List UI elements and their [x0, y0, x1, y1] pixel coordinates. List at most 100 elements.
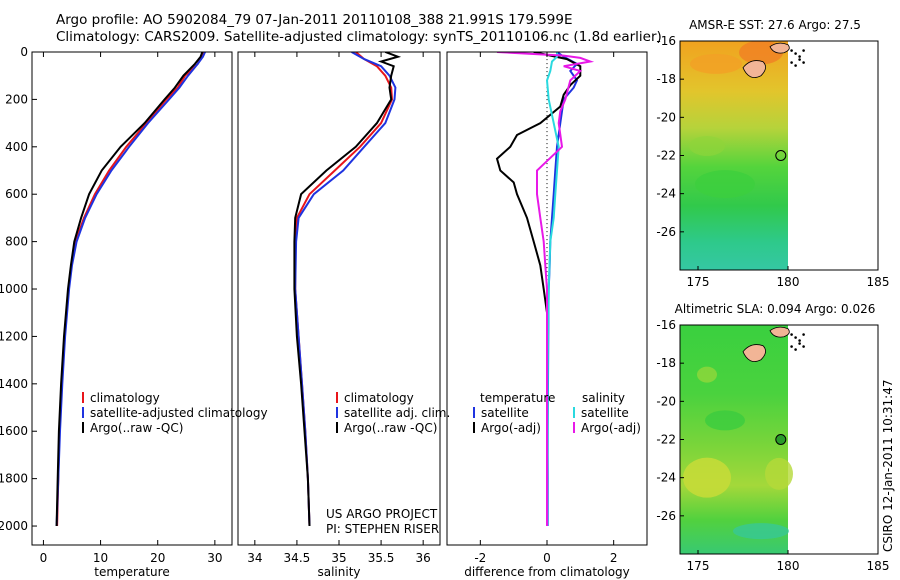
y-tick-label: 1600 — [0, 424, 28, 438]
y-tick-label: 600 — [5, 187, 28, 201]
land-islet — [794, 336, 797, 339]
series-line-2-2 — [545, 52, 560, 526]
profile-title: Argo profile: AO 5902084_79 07-Jan-2011 … — [56, 12, 573, 28]
project-annotation: US ARGO PROJECT — [326, 507, 438, 521]
land-islet — [802, 345, 805, 348]
field-patch — [695, 170, 755, 199]
legend-argo-label: Argo(..raw -QC) — [344, 421, 437, 435]
y-tick-label: 400 — [5, 140, 28, 154]
land-islet — [802, 333, 805, 336]
map-y-tick-label: -24 — [656, 471, 676, 485]
land-islet — [794, 64, 797, 67]
legend-sal-argo-label: Argo(-adj) — [581, 421, 641, 435]
legend-temp-argo-label: Argo(-adj) — [481, 421, 541, 435]
y-tick-label: 0 — [20, 45, 28, 59]
legend-satellite-adj-label: satellite adj. clim. — [344, 406, 450, 420]
field-patch — [765, 457, 793, 490]
land-islet — [802, 49, 805, 52]
argo-position-marker — [775, 434, 787, 445]
map-y-tick-label: -20 — [656, 394, 676, 408]
series-line-0-2 — [55, 52, 204, 527]
map-y-tick-label: -18 — [656, 356, 676, 370]
map-x-tick-label: 185 — [867, 275, 890, 289]
map-y-tick-label: -26 — [656, 509, 676, 523]
x-tick-label: 0 — [40, 551, 48, 565]
axes-frame-1 — [237, 51, 441, 546]
field-patch — [733, 523, 789, 540]
legend-argo-label: Argo(..raw -QC) — [90, 421, 183, 435]
land-island-north — [769, 42, 790, 54]
x-axis-label: difference from climatology — [464, 565, 630, 579]
field-1 — [680, 325, 788, 554]
climatology-subtitle: Climatology: CARS2009. Satellite-adjuste… — [56, 29, 662, 45]
pi-annotation: PI: STEPHEN RISER — [326, 522, 439, 536]
land-islet — [790, 61, 793, 64]
field-patch — [690, 53, 742, 74]
map-x-tick-label: 175 — [687, 275, 710, 289]
map-x-tick-label: 180 — [777, 275, 800, 289]
x-tick-label: 20 — [150, 551, 165, 565]
map-x-tick-label: 185 — [867, 559, 890, 573]
x-axis-label: temperature — [94, 565, 169, 579]
series-line-0-1 — [55, 52, 207, 527]
x-tick-label: 35 — [331, 551, 346, 565]
series-line-0-0 — [56, 52, 205, 527]
x-tick-label: 10 — [93, 551, 108, 565]
land-islet — [798, 342, 801, 345]
land-islet — [790, 49, 793, 52]
x-tick-label: -2 — [474, 551, 486, 565]
land-islet — [798, 339, 801, 342]
argo-position-marker — [775, 150, 787, 161]
x-tick-label: 0 — [543, 551, 551, 565]
field-0 — [680, 41, 788, 270]
map-y-tick-label: -16 — [656, 318, 676, 332]
land-island-main — [742, 344, 766, 362]
map-y-tick-label: -26 — [656, 225, 676, 239]
y-tick-label: 1200 — [0, 329, 28, 343]
y-tick-label: 2000 — [0, 519, 28, 533]
map-y-tick-label: -22 — [656, 149, 676, 163]
legend-climatology-label: climatology — [90, 391, 160, 405]
map-y-tick-label: -18 — [656, 72, 676, 86]
land-island-north — [769, 326, 790, 338]
land-islet — [802, 61, 805, 64]
field-patch — [683, 457, 731, 498]
y-tick-label: 800 — [5, 235, 28, 249]
y-tick-label: 1400 — [0, 377, 28, 391]
land-islet — [790, 333, 793, 336]
x-tick-label: 36 — [416, 551, 431, 565]
map-y-tick-label: -20 — [656, 110, 676, 124]
land-island-main — [742, 60, 766, 78]
series-line-1-2 — [293, 52, 402, 527]
map-x-tick-label: 175 — [687, 559, 710, 573]
x-tick-label: 35.5 — [368, 551, 395, 565]
land-islet — [798, 58, 801, 61]
land-islet — [794, 348, 797, 351]
map-y-tick-label: -16 — [656, 34, 676, 48]
x-axis-label: salinity — [317, 565, 360, 579]
field-patch — [689, 135, 725, 156]
y-tick-label: 1800 — [0, 472, 28, 486]
x-tick-label: 34 — [247, 551, 262, 565]
legend-salinity-heading: salinity — [582, 391, 625, 405]
map-title: AMSR-E SST: 27.6 Argo: 27.5 — [689, 18, 861, 32]
map-title: Altimetric SLA: 0.094 Argo: 0.026 — [675, 302, 876, 316]
y-tick-label: 200 — [5, 92, 28, 106]
series-line-2-1 — [495, 52, 582, 526]
axes-frame-0 — [31, 51, 233, 546]
map-y-tick-label: -22 — [656, 433, 676, 447]
land-islet — [794, 52, 797, 55]
series-line-2-0 — [546, 52, 579, 526]
land-islet — [790, 345, 793, 348]
map-y-tick-label: -24 — [656, 187, 676, 201]
land-islet — [798, 55, 801, 58]
y-tick-label: 1000 — [0, 282, 28, 296]
map-x-tick-label: 180 — [777, 559, 800, 573]
legend-climatology-label: climatology — [344, 391, 414, 405]
legend-sal-satellite-label: satellite — [581, 406, 629, 420]
legend-temp-satellite-label: satellite — [481, 406, 529, 420]
field-patch — [697, 366, 717, 383]
field-patch — [705, 410, 745, 431]
x-tick-label: 30 — [207, 551, 222, 565]
